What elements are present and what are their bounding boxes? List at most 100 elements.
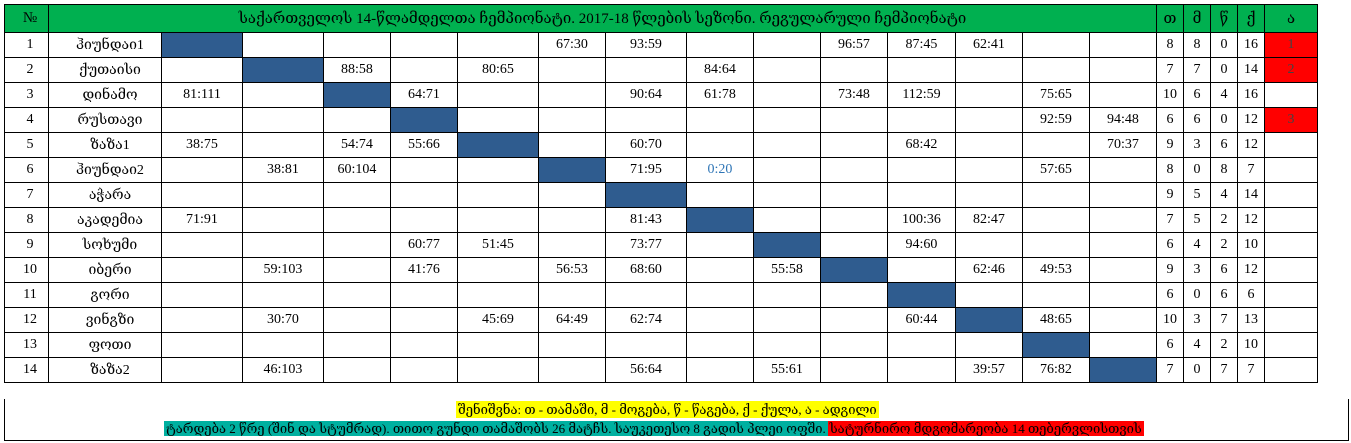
result-cell: 55:66	[390, 132, 458, 158]
row-number: 8	[4, 207, 49, 233]
standings-table: № საქართველოს 14-წლამდელთა ჩემპიონატი. 2…	[4, 4, 1318, 383]
row-number: 2	[4, 57, 49, 83]
result-cell: 90:64	[605, 82, 687, 108]
place-cell	[1264, 132, 1318, 158]
losses-cell: 0	[1210, 107, 1238, 133]
result-cell: 55:61	[753, 357, 821, 383]
result-cell	[1089, 57, 1157, 83]
result-cell	[161, 107, 243, 133]
result-cell	[820, 182, 888, 208]
row-number: 1	[4, 32, 49, 58]
result-cell: 71:91	[161, 207, 243, 233]
result-cell: 68:60	[605, 257, 687, 283]
games-cell: 10	[1156, 307, 1184, 333]
result-cell	[390, 307, 458, 333]
result-cell	[538, 232, 606, 258]
result-cell	[538, 182, 606, 208]
points-cell: 7	[1237, 157, 1265, 183]
result-cell: 112:59	[887, 82, 956, 108]
table-row: 3 დინამო 81:111 64:71 90:64 61:78 73:48 112:59 7…	[4, 82, 1318, 108]
result-cell: 84:64	[686, 57, 754, 83]
diagonal-cell	[161, 32, 243, 58]
result-cell	[753, 107, 821, 133]
result-cell	[538, 107, 606, 133]
result-cell	[161, 357, 243, 383]
result-cell	[686, 257, 754, 283]
result-cell	[242, 182, 324, 208]
result-cell: 81:43	[605, 207, 687, 233]
result-cell	[1089, 257, 1157, 283]
diagonal-cell	[457, 132, 539, 158]
result-cell	[1089, 182, 1157, 208]
result-cell	[390, 157, 458, 183]
games-cell: 6	[1156, 332, 1184, 358]
result-cell	[887, 157, 956, 183]
result-cell	[753, 182, 821, 208]
wins-cell: 0	[1183, 157, 1211, 183]
result-cell: 100:36	[887, 207, 956, 233]
games-header: თ	[1156, 4, 1184, 33]
result-cell	[1022, 207, 1090, 233]
place-cell	[1264, 257, 1318, 283]
result-cell: 55:58	[753, 257, 821, 283]
place-cell	[1264, 282, 1318, 308]
place-cell	[1264, 232, 1318, 258]
place-cell	[1264, 332, 1318, 358]
result-cell	[820, 357, 888, 383]
result-cell	[457, 157, 539, 183]
result-cell	[1089, 332, 1157, 358]
result-cell	[955, 332, 1023, 358]
result-cell: 68:42	[887, 132, 956, 158]
points-cell: 14	[1237, 182, 1265, 208]
result-cell: 64:49	[538, 307, 606, 333]
result-cell	[457, 282, 539, 308]
result-cell: 94:60	[887, 232, 956, 258]
team-name: ზაზა1	[48, 132, 162, 158]
standings-date-note: სატურნირო მდგომარეობა 14 თებერვლისთვის	[827, 421, 1144, 436]
result-cell	[955, 232, 1023, 258]
diagonal-cell	[242, 57, 324, 83]
result-cell	[820, 132, 888, 158]
result-cell	[1022, 32, 1090, 58]
result-cell	[753, 157, 821, 183]
result-cell: 87:45	[887, 32, 956, 58]
result-cell: 49:53	[1022, 257, 1090, 283]
result-cell: 64:71	[390, 82, 458, 108]
games-cell: 7	[1156, 207, 1184, 233]
result-cell	[887, 357, 956, 383]
team-name: ფოთი	[48, 332, 162, 358]
result-cell	[323, 307, 391, 333]
wins-cell: 3	[1183, 307, 1211, 333]
result-cell: 0:20	[686, 157, 754, 183]
losses-cell: 2	[1210, 232, 1238, 258]
games-cell: 6	[1156, 232, 1184, 258]
result-cell	[323, 332, 391, 358]
row-number: 12	[4, 307, 49, 333]
result-cell	[1089, 307, 1157, 333]
result-cell	[323, 232, 391, 258]
header-row: № საქართველოს 14-წლამდელთა ჩემპიონატი. 2…	[4, 4, 1318, 33]
result-cell	[457, 257, 539, 283]
wins-cell: 6	[1183, 82, 1211, 108]
place-header: ა	[1264, 4, 1318, 33]
result-cell	[686, 307, 754, 333]
result-cell	[323, 107, 391, 133]
result-cell	[538, 132, 606, 158]
row-number: 6	[4, 157, 49, 183]
result-cell	[1022, 132, 1090, 158]
result-cell	[753, 132, 821, 158]
result-cell	[1089, 207, 1157, 233]
points-cell: 10	[1237, 332, 1265, 358]
result-cell	[390, 332, 458, 358]
losses-cell: 4	[1210, 182, 1238, 208]
games-cell: 6	[1156, 282, 1184, 308]
result-cell: 62:74	[605, 307, 687, 333]
result-cell	[820, 207, 888, 233]
team-name: ვინგზი	[48, 307, 162, 333]
games-cell: 9	[1156, 132, 1184, 158]
points-cell: 13	[1237, 307, 1265, 333]
games-cell: 6	[1156, 107, 1184, 133]
result-cell	[1089, 282, 1157, 308]
result-cell	[820, 307, 888, 333]
points-cell: 16	[1237, 32, 1265, 58]
